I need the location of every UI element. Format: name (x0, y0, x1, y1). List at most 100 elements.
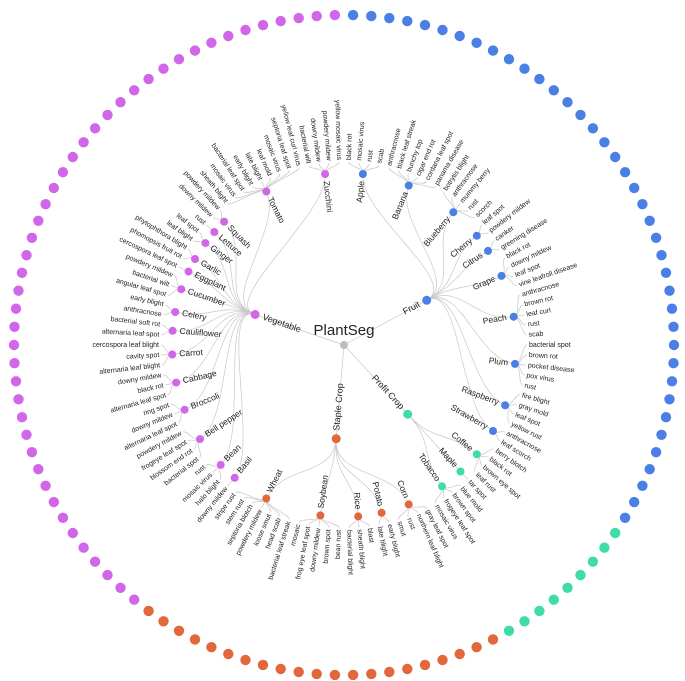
outer-dot-blueberry-mummy-berry (548, 85, 559, 96)
outer-dot-broccoli-ring-spot (26, 447, 38, 458)
outer-dot-bell-pepper-powdery-mildew (48, 496, 59, 508)
crop-node-broccoli (180, 405, 189, 414)
outer-dot-blueberry-anthracnose (534, 73, 545, 85)
outer-dot-tobacco-frogeye-leaf-spot (519, 616, 530, 627)
crop-node-carrot (168, 350, 177, 359)
outer-dot-peach-scab (668, 321, 679, 332)
link-staple-crop-corn (335, 438, 410, 505)
outer-dot-cherry-powdery-mildew (599, 137, 610, 148)
crop-label-peach: Peach (482, 312, 508, 326)
crop-node-tobacco (438, 482, 446, 491)
outer-dot-cucumber-bacterial-wilt (26, 232, 38, 243)
outer-dot-squash-powdery-mildew (115, 97, 126, 108)
crop-label-maple: Maple (437, 445, 460, 469)
disease-label-plum-bacterial-spot: bacterial spot (529, 342, 571, 349)
outer-dot-blueberry-scorch (575, 109, 586, 121)
crop-node-wheat (262, 494, 271, 503)
disease-label-celery-anthracnose: anthracnose (123, 305, 162, 318)
link-vegetable-zucchini (247, 173, 326, 315)
disease-label-rice-bacterial-blight: bacterial blight (345, 530, 353, 575)
crop-node-bean (216, 460, 225, 469)
link-fruit-peach (426, 295, 514, 318)
disease-label-apple-mosaic-virus: mosaic virus (356, 121, 366, 161)
outer-dot-celery-anthracnose (13, 285, 24, 296)
outer-dot-apple-scab (402, 15, 413, 27)
outer-dot-cabbage-downy-mildew (13, 394, 24, 405)
outer-dot-apple-rust (384, 12, 395, 24)
outer-dot-potato-late-blight (402, 663, 413, 675)
crop-node-grape (497, 271, 506, 280)
category-node-fruit (422, 295, 432, 305)
crop-node-soybean (316, 511, 325, 520)
outer-dot-ginger-leaf-spot (78, 137, 89, 148)
outer-dot-coffee-berry-blotch (610, 527, 621, 539)
disease-label-peach-brown-rot: brown rot (524, 295, 554, 308)
outer-dot-plum-pox-virus (664, 394, 675, 405)
outer-dot-carrot-alternaria-leaf-blight (10, 376, 22, 387)
outer-dot-bean-rust (89, 556, 101, 567)
outer-dot-celery-early-blight (16, 267, 28, 278)
outer-dot-grape-leaf-spot (644, 215, 655, 226)
outer-dot-corn-gray-leaf-spot (487, 634, 499, 645)
crop-label-apple: Apple (354, 180, 366, 203)
link-fruit-cherry (426, 235, 478, 301)
outer-dot-banana-bunchy-top (454, 30, 465, 42)
outer-dot-bell-pepper-frogeye-leaf-spot (57, 512, 69, 523)
outer-dot-soybean-mosaic (257, 659, 269, 671)
crop-label-soybean: Soybean (316, 474, 331, 509)
outer-dot-raspberry-fire-blight (656, 429, 667, 440)
outer-dot-eggplant-cercospora-leaf-spot (40, 199, 51, 210)
crop-label-cauliflower: Cauliflower (179, 326, 222, 339)
outer-dot-coffee-brown-eye-spot (587, 556, 599, 567)
outer-dot-raspberry-leaf-spot (644, 464, 655, 475)
outer-dot-blueberry-rust (562, 97, 573, 108)
crop-node-cucumber (177, 285, 186, 294)
outer-dot-wheat-head-scab (223, 648, 234, 660)
link-staple-crop-soybean (320, 438, 337, 516)
root-label: PlantSeg (314, 322, 375, 339)
link-root-vegetable (254, 314, 345, 346)
outer-dot-soybean-downy-mildew (293, 666, 304, 678)
outer-dot-bean-mosaic-virus (102, 569, 113, 581)
disease-label-cauliflower-alternaria-leaf-spot: alternaria leaf spot (102, 328, 160, 338)
link-vegetable-bell-pepper (199, 313, 256, 440)
crop-label-strawberry: Strawberry (449, 402, 490, 432)
disease-label-peach-leaf-curl: leaf curl (526, 307, 552, 318)
outer-dot-tomato-mosaic-virus (143, 73, 154, 85)
disease-label-cauliflower-bacterial-soft-rot: bacterial soft rot (110, 316, 160, 328)
outer-dot-potato-early-blight (419, 659, 431, 671)
category-node-vegetable (250, 310, 260, 319)
disease-label-apple-black-rot: black rot (346, 134, 354, 161)
link-root-fruit (343, 299, 427, 346)
outer-dot-zucchini-downy-mildew (293, 12, 304, 24)
outer-dot-carrot-cavity-spot (9, 358, 20, 369)
outer-dot-wheat-stem-rust (158, 616, 169, 627)
link-vegetable-celery (175, 309, 256, 315)
crop-node-squash (220, 217, 229, 226)
outer-dot-cabbage-alternaria-leaf-spot (21, 429, 32, 440)
outer-dot-blueberry-botrytis-blight (519, 63, 530, 74)
outer-dot-bean-halo-blight (115, 582, 126, 593)
outer-dot-wheat-stripe-rust (143, 605, 154, 617)
crop-node-cherry (472, 231, 481, 240)
outer-dot-tomato-septoria-leaf-spot (240, 24, 251, 36)
link-fruit-plum (426, 297, 516, 365)
crop-node-strawberry (489, 427, 497, 435)
category-node-staple-crop (331, 434, 341, 444)
link-vegetable-basil (234, 313, 256, 479)
crop-label-grape: Grape (471, 273, 497, 292)
outer-dot-plum-rust (660, 412, 672, 423)
outer-dot-tomato-late-blight (189, 45, 201, 56)
crop-node-bell-pepper (196, 435, 204, 444)
link-fruit-strawberry (426, 298, 494, 432)
crop-node-maple (456, 467, 465, 476)
category-nodes: Fruit Profit Crop Staple Crop Vegetable (250, 295, 432, 444)
disease-label-zucchini-yellow-mosaic-virus: yellow mosaic virus (333, 100, 342, 161)
disease-label-peach-rust: rust (528, 320, 540, 328)
crop-node-ginger (201, 239, 210, 248)
outer-dot-ginger-leaf-blight (67, 151, 79, 163)
outer-dot-grape-downy-mildew (637, 199, 648, 210)
outer-dot-coffee-black-rot (599, 542, 610, 553)
outer-dot-broccoli-alternaria-leaf-spot (40, 480, 51, 491)
crop-label-rice: Rice (352, 492, 363, 510)
